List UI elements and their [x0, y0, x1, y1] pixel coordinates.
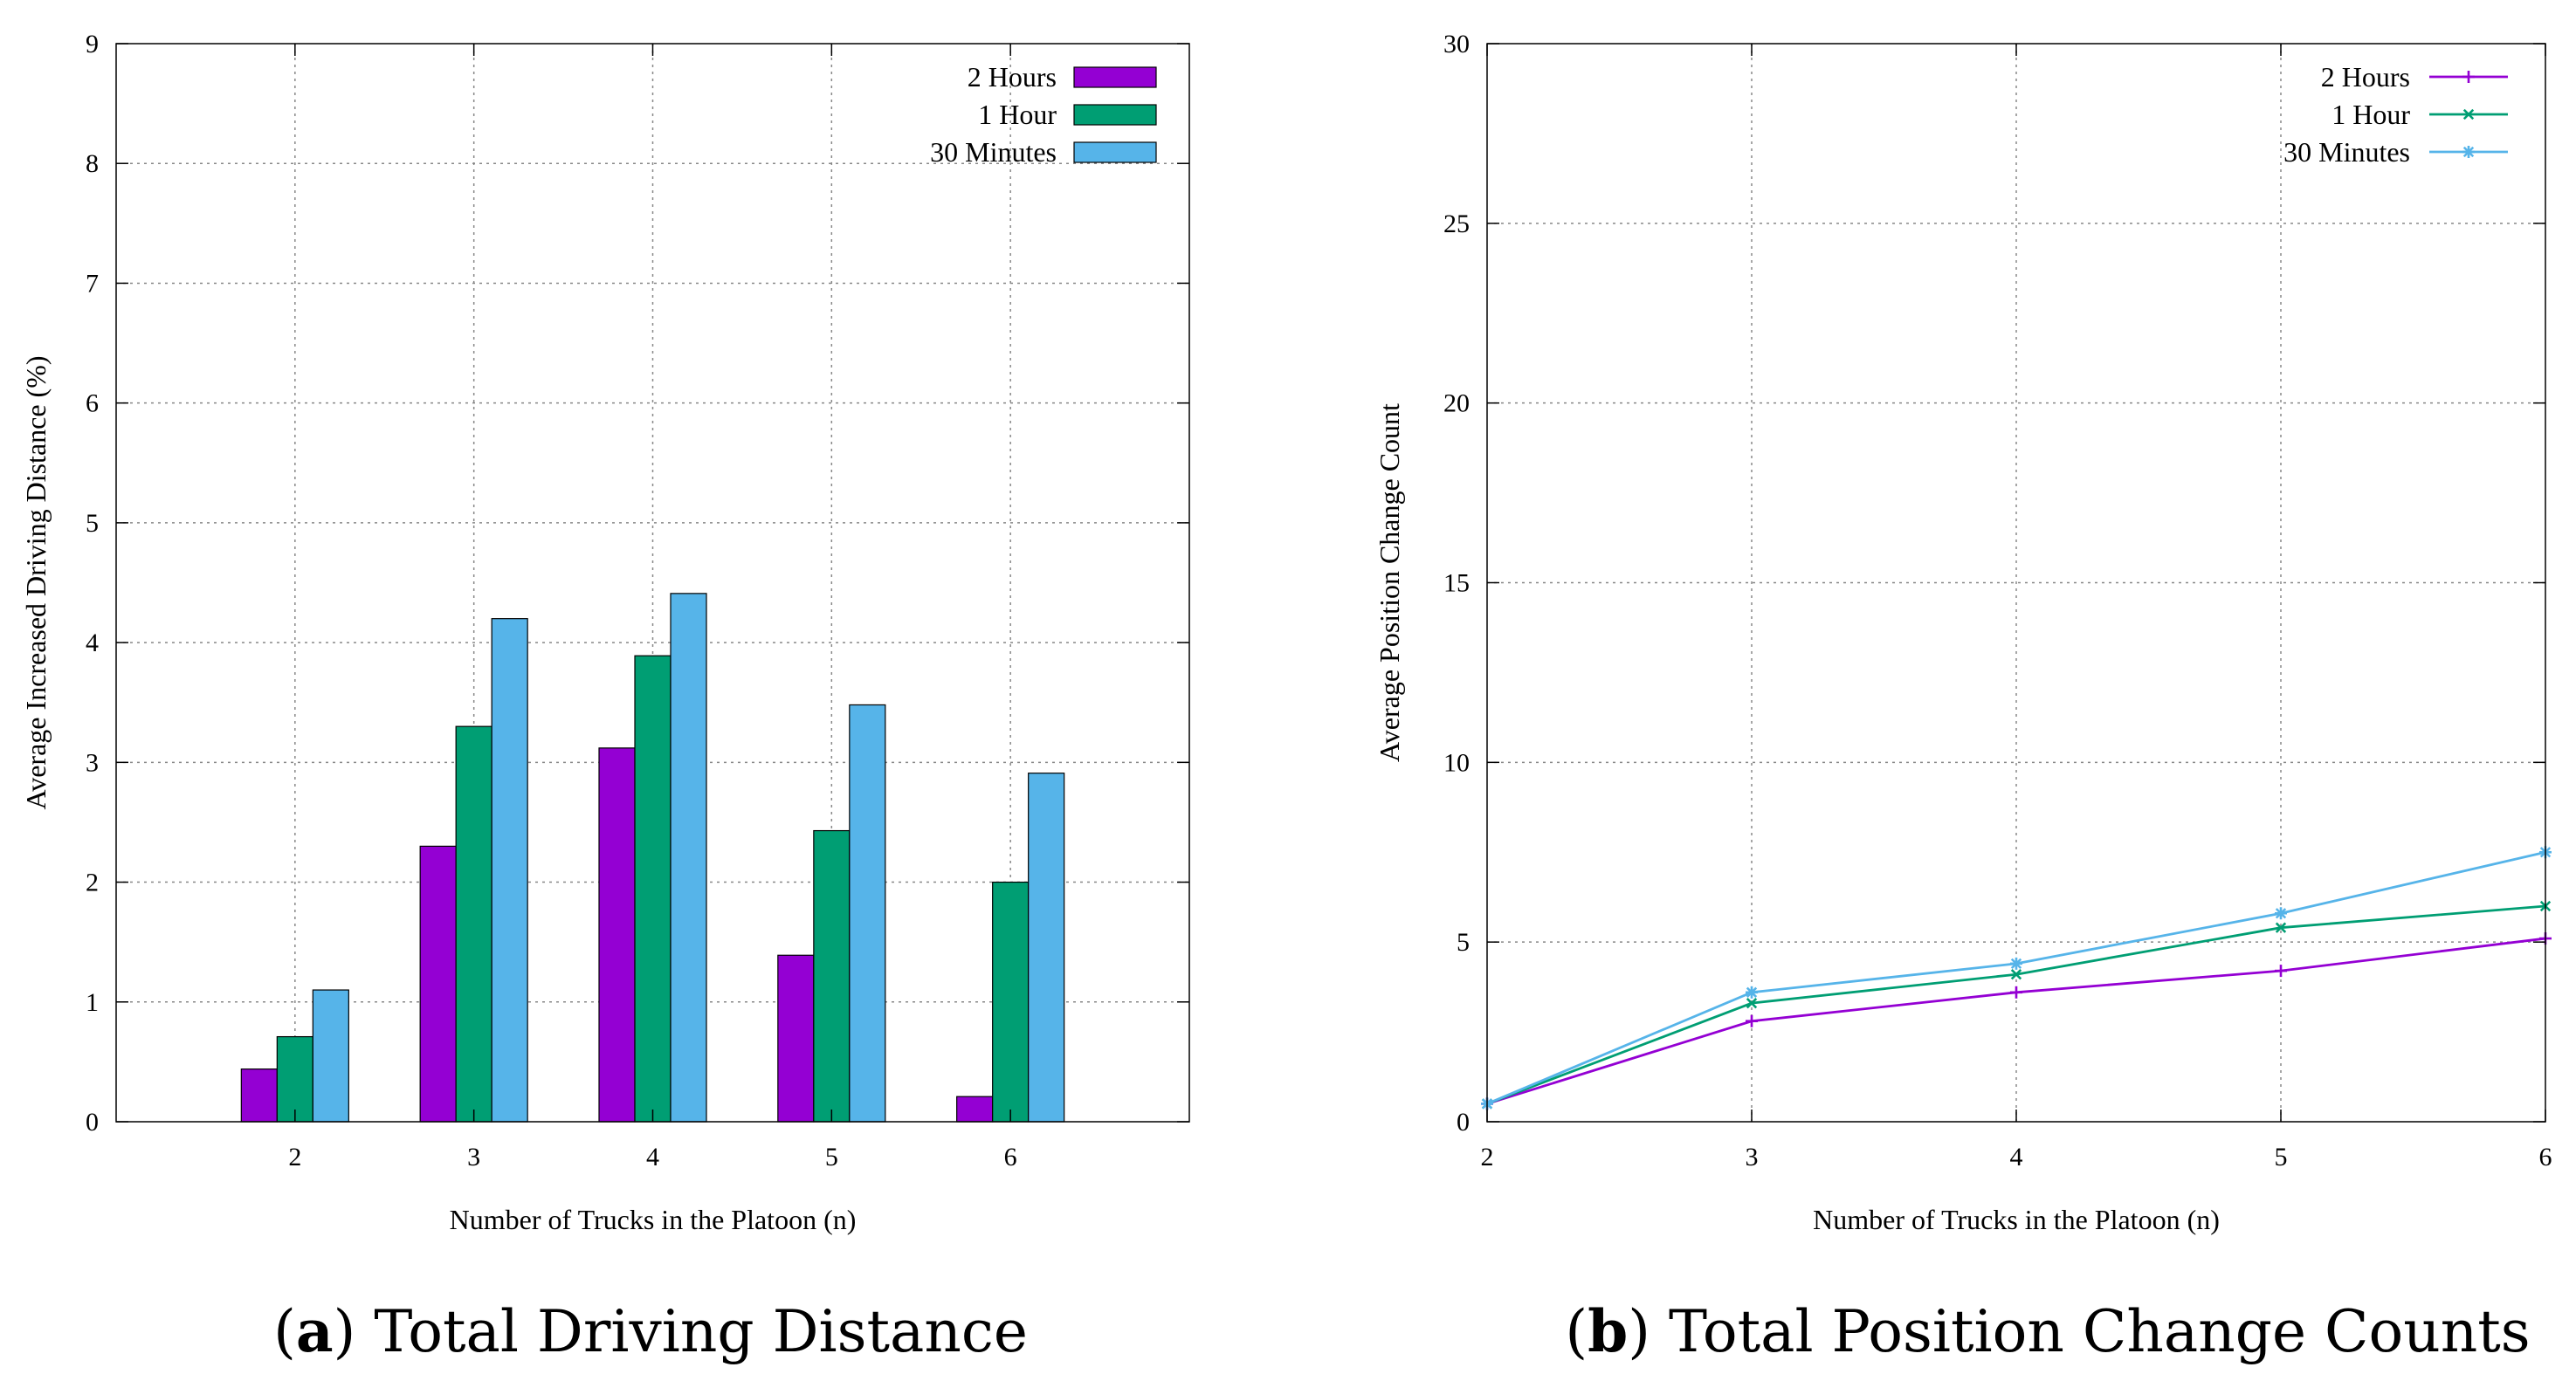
y-tick-label: 6: [86, 389, 99, 418]
point-30-minutes-n3: [1746, 986, 1758, 999]
legend-marker: [2462, 146, 2475, 158]
legend-label: 1 Hour: [978, 99, 1057, 130]
legend-marker: [2462, 71, 2475, 83]
y-tick-label: 5: [86, 509, 99, 538]
legend-label: 2 Hours: [2321, 61, 2410, 93]
bar-chart-frame: [115, 43, 1190, 1123]
y-tick-label: 2: [86, 869, 99, 897]
bar-1-hour-n6: [992, 881, 1030, 1123]
x-tick-label: 4: [2010, 1143, 2023, 1171]
y-tick-label: 10: [1443, 748, 1470, 777]
y-tick-label: 7: [86, 269, 99, 298]
point-1-hour-n5: [2275, 922, 2287, 933]
legend-swatch: [1073, 141, 1157, 163]
x-tick-label: 6: [1004, 1143, 1017, 1171]
y-tick-label: 4: [86, 629, 99, 657]
bar-chart-caption-text: Total Driving Distance: [374, 1298, 1028, 1365]
legend-swatch: [1073, 66, 1157, 88]
bar-1-hour-n2: [276, 1035, 313, 1123]
bar-2-hours-n6: [956, 1096, 994, 1123]
x-tick-label: 2: [1481, 1143, 1494, 1171]
x-tick-label: 3: [467, 1143, 480, 1171]
point-2-hours-n5: [2275, 965, 2287, 978]
bar-chart-y-axis-label: Average Increased Driving Distance (%): [20, 355, 52, 809]
point-2-hours-n4: [2010, 986, 2022, 999]
bar-chart-caption-letter: a: [296, 1297, 334, 1365]
bar-2-hours-n5: [777, 954, 815, 1123]
x-tick-label: 5: [2275, 1143, 2288, 1171]
bar-30-minutes-n6: [1028, 773, 1065, 1123]
x-tick-label: 4: [646, 1143, 659, 1171]
bar-1-hour-n4: [634, 655, 672, 1123]
point-2-hours-n3: [1746, 1014, 1758, 1027]
x-tick-label: 6: [2539, 1143, 2552, 1171]
bar-chart-bars: [240, 593, 1065, 1123]
bar-chart-ticks: 0 1 2 3 4 5 6 7 8 9 2 3 4 5 6: [86, 30, 1189, 1171]
point-30-minutes-n5: [2275, 907, 2287, 920]
legend-label: 30 Minutes: [2283, 136, 2410, 168]
y-tick-label: 20: [1443, 389, 1470, 418]
legend-swatch: [1073, 104, 1157, 126]
bar-1-hour-n5: [813, 829, 851, 1123]
y-tick-label: 0: [1457, 1108, 1470, 1137]
bar-30-minutes-n2: [312, 989, 349, 1123]
x-tick-label: 2: [288, 1143, 301, 1171]
line-chart-caption-letter: b: [1588, 1297, 1628, 1365]
line-chart-x-axis-label: Number of Trucks in the Platoon (n): [1813, 1204, 2220, 1235]
line-chart-legend: 2 Hours 1 Hour 30 Minutes: [2283, 61, 2508, 168]
bar-30-minutes-n3: [491, 618, 528, 1123]
bar-2-hours-n3: [419, 845, 457, 1123]
y-tick-label: 3: [86, 748, 99, 777]
legend-label: 2 Hours: [968, 61, 1057, 93]
bar-2-hours-n2: [240, 1068, 278, 1123]
y-tick-label: 0: [86, 1108, 99, 1137]
legend-label: 30 Minutes: [930, 136, 1057, 168]
y-tick-label: 5: [1457, 928, 1470, 957]
y-tick-label: 1: [86, 988, 99, 1017]
legend-marker: [2462, 108, 2475, 120]
y-tick-label: 30: [1443, 30, 1470, 58]
bar-30-minutes-n4: [670, 593, 707, 1123]
line-chart-caption-text: Total Position Change Counts: [1669, 1298, 2531, 1365]
y-tick-label: 9: [86, 30, 99, 58]
series-line-1-hour: [1486, 904, 2546, 1105]
line-chart-caption: (b) Total Position Change Counts: [1565, 1297, 2530, 1365]
x-tick-label: 3: [1746, 1143, 1759, 1171]
legend-label: 1 Hour: [2331, 99, 2410, 130]
point-30-minutes-n4: [2010, 957, 2022, 970]
bar-chart-x-axis-label: Number of Trucks in the Platoon (n): [450, 1204, 857, 1235]
y-tick-label: 8: [86, 149, 99, 178]
bar-2-hours-n4: [598, 747, 636, 1123]
line-chart-ticks: 0 5 10 15 20 25 30 2 3 4 5 6: [1443, 30, 2552, 1171]
line-chart-panel: 0 5 10 15 20 25 30 2 3 4 5 6 2 Hours 1 Hour 30 Minute…: [1374, 30, 2552, 1365]
bar-chart-legend: 2 Hours 1 Hour 30 Minutes: [930, 61, 1157, 168]
bar-1-hour-n3: [455, 725, 492, 1123]
line-chart-frame: [1486, 43, 2546, 1123]
y-tick-label: 15: [1443, 569, 1470, 598]
point-1-hour-n4: [2010, 969, 2022, 980]
x-tick-label: 5: [825, 1143, 838, 1171]
bar-30-minutes-n5: [849, 704, 886, 1123]
point-1-hour-n3: [1746, 997, 1758, 1009]
y-tick-label: 25: [1443, 210, 1470, 238]
bar-chart-caption: (a) Total Driving Distance: [273, 1297, 1028, 1365]
line-chart-y-axis-label: Average Position Change Count: [1374, 403, 1405, 762]
line-chart-grid: [1487, 44, 2545, 1122]
